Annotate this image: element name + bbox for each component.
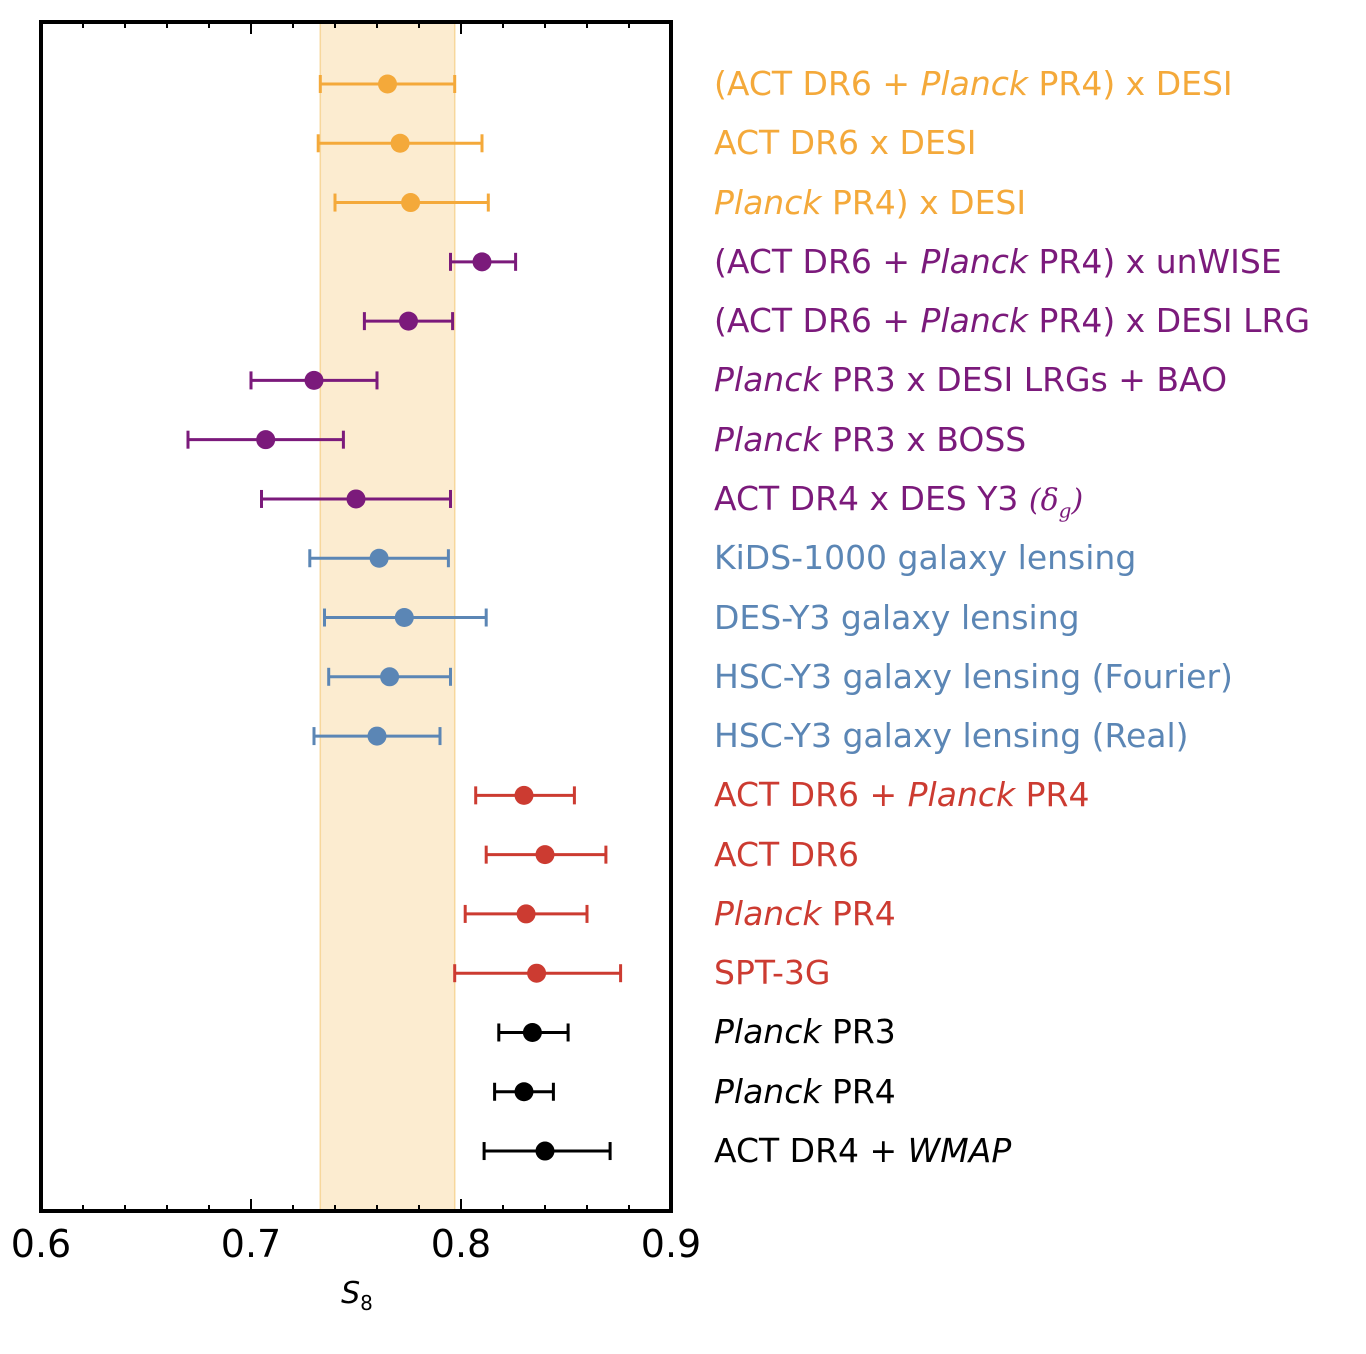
measurement-label-part: PR4) x DESI LRG: [1028, 301, 1311, 341]
measurement-label: Planck PR3: [714, 1012, 896, 1052]
measurement-label-part: Planck: [714, 182, 822, 222]
data-point: [304, 370, 324, 390]
measurement-label-part: ACT DR4 x DES Y3: [714, 478, 1029, 518]
measurement-label-part: PR4) x DESI: [1028, 64, 1233, 103]
measurement-label: ACT DR6: [714, 835, 859, 875]
measurement-label-part: ACT DR6 +: [714, 775, 908, 815]
data-point: [378, 74, 397, 94]
data-point: [514, 1082, 534, 1102]
measurement-label: ACT DR6 + Planck PR4: [714, 775, 1089, 815]
measurement-label-part: ACT DR6 x DESI: [714, 123, 977, 163]
measurement-label-part: PR3 x DESI LRGs + BAO: [821, 360, 1228, 400]
measurement-label: ACT DR4 + WMAP: [714, 1131, 1011, 1171]
measurement-label-part: (δ: [1028, 482, 1059, 518]
measurement-label: Planck PR3 x BOSS: [714, 420, 1026, 460]
measurement-label: ACT DR6 x DESI: [714, 123, 976, 163]
data-point: [394, 608, 414, 628]
x-tick-label: 0.8: [430, 1222, 492, 1266]
x-axis-label-sub: 8: [360, 1291, 373, 1315]
data-point: [514, 785, 534, 805]
measurement-label-part: Planck: [714, 360, 822, 400]
measurement-label: Planck PR4) x DESI: [714, 183, 1026, 223]
data-point: [399, 311, 418, 331]
measurement-label: (ACT DR6 + Planck PR4) x DESI: [714, 64, 1233, 104]
measurement-label-part: PR3 x BOSS: [821, 419, 1027, 459]
x-tick-label: 0.6: [10, 1222, 72, 1266]
measurement-label-part: SPT-3G: [714, 953, 831, 993]
measurement-label: (ACT DR6 + Planck PR4) x DESI LRG: [714, 301, 1310, 341]
data-point: [516, 904, 536, 924]
measurement-label-part: HSC-Y3 galaxy lensing (Real): [714, 716, 1189, 756]
measurement-label: DES-Y3 galaxy lensing: [714, 598, 1080, 638]
measurement-label-part: (ACT DR6 +: [714, 301, 921, 341]
measurement-label-part: PR3: [821, 1012, 896, 1052]
measurement-label: Planck PR3 x DESI LRGs + BAO: [714, 360, 1227, 400]
measurement-label-part: Planck: [714, 1012, 822, 1052]
measurement-label-part: ACT DR4 +: [714, 1131, 908, 1171]
data-point: [535, 845, 555, 865]
measurement-label-part: Planck: [920, 64, 1028, 103]
measurement-label-part: WMAP: [907, 1131, 1012, 1171]
measurement-label-part: PR4: [1015, 775, 1090, 815]
x-axis-label-var: S: [341, 1276, 361, 1311]
measurement-label-part: g: [1058, 498, 1072, 523]
plot-frame: [39, 20, 673, 1213]
measurement-label-part: PR4: [821, 1071, 896, 1111]
measurement-label-part: Planck: [920, 241, 1028, 281]
measurement-label: HSC-Y3 galaxy lensing (Fourier): [714, 657, 1233, 697]
data-point: [472, 252, 492, 272]
measurement-label: KiDS-1000 galaxy lensing: [714, 538, 1136, 578]
measurement-label: SPT-3G: [714, 953, 830, 993]
data-point: [535, 1141, 555, 1161]
measurement-label-part: Planck: [714, 1071, 822, 1111]
measurement-label-part: Planck: [714, 419, 822, 459]
data-point: [401, 193, 421, 213]
measurement-label: (ACT DR6 + Planck PR4) x unWISE: [714, 242, 1282, 282]
data-point: [369, 548, 389, 568]
measurement-label-part: ACT DR6: [714, 834, 860, 874]
measurement-label-part: HSC-Y3 galaxy lensing (Fourier): [714, 656, 1233, 696]
measurement-label-part: PR4) x unWISE: [1028, 241, 1282, 281]
measurement-label-part: PR4) x DESI: [821, 182, 1027, 222]
measurement-label: Planck PR4: [714, 894, 896, 934]
data-point: [527, 963, 547, 983]
measurement-label-part: ): [1071, 482, 1084, 518]
measurement-label-part: Planck: [907, 775, 1016, 815]
x-tick-label: 0.7: [220, 1222, 282, 1266]
data-point: [522, 1022, 542, 1042]
x-axis-label: S8: [341, 1276, 373, 1315]
measurement-label-part: (ACT DR6 +: [714, 64, 921, 103]
measurement-label-part: PR4: [821, 893, 896, 933]
measurement-label: HSC-Y3 galaxy lensing (Real): [714, 716, 1189, 756]
measurement-label-part: (ACT DR6 +: [714, 241, 921, 281]
measurement-label-part: Planck: [714, 893, 822, 933]
data-point: [380, 667, 400, 687]
measurement-label-part: Planck: [920, 301, 1028, 341]
data-point: [367, 726, 387, 746]
measurement-label: ACT DR4 x DES Y3 (δg): [714, 478, 1084, 523]
data-point: [256, 430, 276, 450]
x-tick-label: 0.9: [640, 1222, 702, 1266]
data-point: [346, 489, 366, 509]
measurement-label-part: KiDS-1000 galaxy lensing: [714, 538, 1137, 578]
measurement-label-part: DES-Y3 galaxy lensing: [714, 597, 1080, 637]
data-point: [390, 133, 410, 153]
measurement-label: Planck PR4: [714, 1072, 896, 1112]
